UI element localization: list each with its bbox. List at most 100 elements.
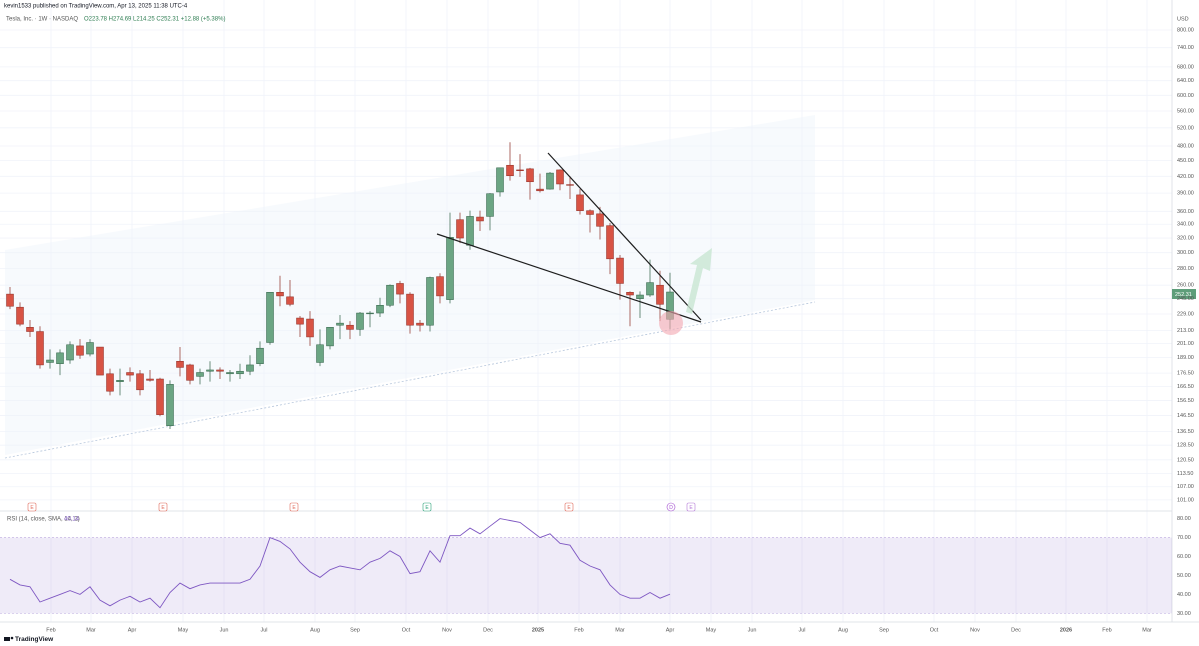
event-box	[158, 502, 168, 512]
candle-body	[586, 210, 594, 215]
event-label: E	[30, 505, 34, 511]
event-box	[289, 502, 299, 512]
candle-body	[326, 327, 334, 347]
candle-body	[496, 167, 504, 193]
y-tick-label: 600.00	[1177, 93, 1194, 99]
candle-body	[626, 292, 634, 296]
last-price: 252.31	[1175, 292, 1192, 298]
candle-body	[96, 346, 104, 376]
candle-body	[116, 380, 124, 382]
event-label: E	[161, 505, 165, 511]
x-tick-label: May	[178, 627, 189, 633]
trend-line	[436, 233, 702, 323]
rsi-title: RSI (14, close, SMA, 14, 2)	[7, 517, 80, 523]
candle-body	[526, 168, 534, 183]
x-tick-label: Oct	[930, 627, 939, 633]
y-tick-label: 30.00	[1177, 611, 1191, 617]
rsi-band	[0, 537, 1172, 614]
y-tick-label: 166.50	[1177, 384, 1194, 390]
x-tick-label: Jul	[260, 627, 267, 633]
candle-body	[566, 184, 574, 186]
y-tick-label: 740.00	[1177, 45, 1194, 51]
x-tick-label: Jul	[798, 627, 805, 633]
candle-body	[446, 237, 454, 300]
y-tick-label: 213.00	[1177, 328, 1194, 334]
publisher: kevin1533 published on TradingView.com, …	[4, 4, 188, 10]
x-tick-label: 2025	[532, 627, 544, 633]
candle-body	[596, 213, 604, 227]
candle-body	[66, 344, 74, 361]
candle-body	[206, 369, 214, 372]
currency: USD	[1177, 16, 1189, 22]
candle-body	[276, 292, 284, 297]
event-label: E	[567, 505, 571, 511]
rsi-pane	[0, 518, 1172, 614]
candle-body	[76, 345, 84, 356]
y-tick-label: 70.00	[1177, 535, 1191, 541]
event-label: D	[669, 505, 673, 511]
candle-body	[86, 342, 94, 355]
y-tick-label: 50.00	[1177, 573, 1191, 579]
y-tick-label: 176.50	[1177, 371, 1194, 377]
x-tick-label: Aug	[310, 627, 320, 633]
candle-body	[156, 378, 164, 415]
candle-body	[186, 364, 194, 381]
candle-body	[136, 373, 144, 391]
y-tick-label: 201.00	[1177, 341, 1194, 347]
candle-body	[6, 293, 14, 307]
x-tick-label: Mar	[615, 627, 625, 633]
candle-body	[466, 216, 474, 246]
logo-mark	[4, 637, 10, 641]
event-label: E	[292, 505, 296, 511]
x-tick-label: 2026	[1060, 627, 1072, 633]
candle-body	[106, 373, 114, 392]
ohlc: O223.78 H274.69 L214.25 C252.31 +12.88 (…	[84, 17, 225, 23]
candle-body	[356, 312, 364, 330]
x-tick-label: Mar	[1142, 627, 1152, 633]
y-tick-label: 136.50	[1177, 429, 1194, 435]
logo-mark	[10, 636, 14, 640]
candle-body	[486, 193, 494, 217]
x-tick-label: May	[706, 627, 717, 633]
candle-body	[456, 219, 464, 239]
y-tick-label: 128.50	[1177, 443, 1194, 449]
y-tick-label: 420.00	[1177, 174, 1194, 180]
x-tick-label: Apr	[128, 627, 137, 633]
candle-body	[266, 292, 274, 343]
candle-body	[386, 284, 394, 306]
candle-body	[576, 194, 584, 211]
candle-body	[296, 317, 304, 325]
y-tick-label: 640.00	[1177, 78, 1194, 84]
candle-body	[476, 216, 484, 222]
y-tick-label: 146.50	[1177, 413, 1194, 419]
y-tick-label: 390.00	[1177, 191, 1194, 197]
y-tick-label: 800.00	[1177, 27, 1194, 33]
candle-body	[16, 306, 24, 325]
y-tick-label: 320.00	[1177, 236, 1194, 242]
y-tick-label: 360.00	[1177, 209, 1194, 215]
grid	[0, 0, 1172, 622]
y-tick-label: 680.00	[1177, 64, 1194, 70]
y-tick-label: 480.00	[1177, 143, 1194, 149]
candle-body	[146, 378, 154, 381]
candle-body	[616, 257, 624, 284]
candle-body	[646, 282, 654, 296]
y-tick-label: 340.00	[1177, 222, 1194, 228]
event-box	[666, 502, 676, 512]
x-tick-label: Jun	[220, 627, 229, 633]
candle-body	[316, 344, 324, 363]
x-tick-label: Sep	[350, 627, 360, 633]
symbol: Tesla, Inc. · 1W · NASDAQ	[6, 17, 78, 23]
last-price-box	[1172, 289, 1196, 299]
y-tick-label: 229.00	[1177, 311, 1194, 317]
candle-body	[366, 312, 374, 315]
candle-body	[176, 360, 184, 368]
candle-body	[396, 283, 404, 295]
candle-body	[236, 370, 244, 375]
y-tick-label: 260.00	[1177, 283, 1194, 289]
candle-body	[426, 277, 434, 326]
y-tick-label: 101.00	[1177, 497, 1194, 503]
rsi-value: 40.14	[64, 517, 80, 523]
y-tick-label: 156.50	[1177, 398, 1194, 404]
candle-body	[226, 372, 234, 375]
